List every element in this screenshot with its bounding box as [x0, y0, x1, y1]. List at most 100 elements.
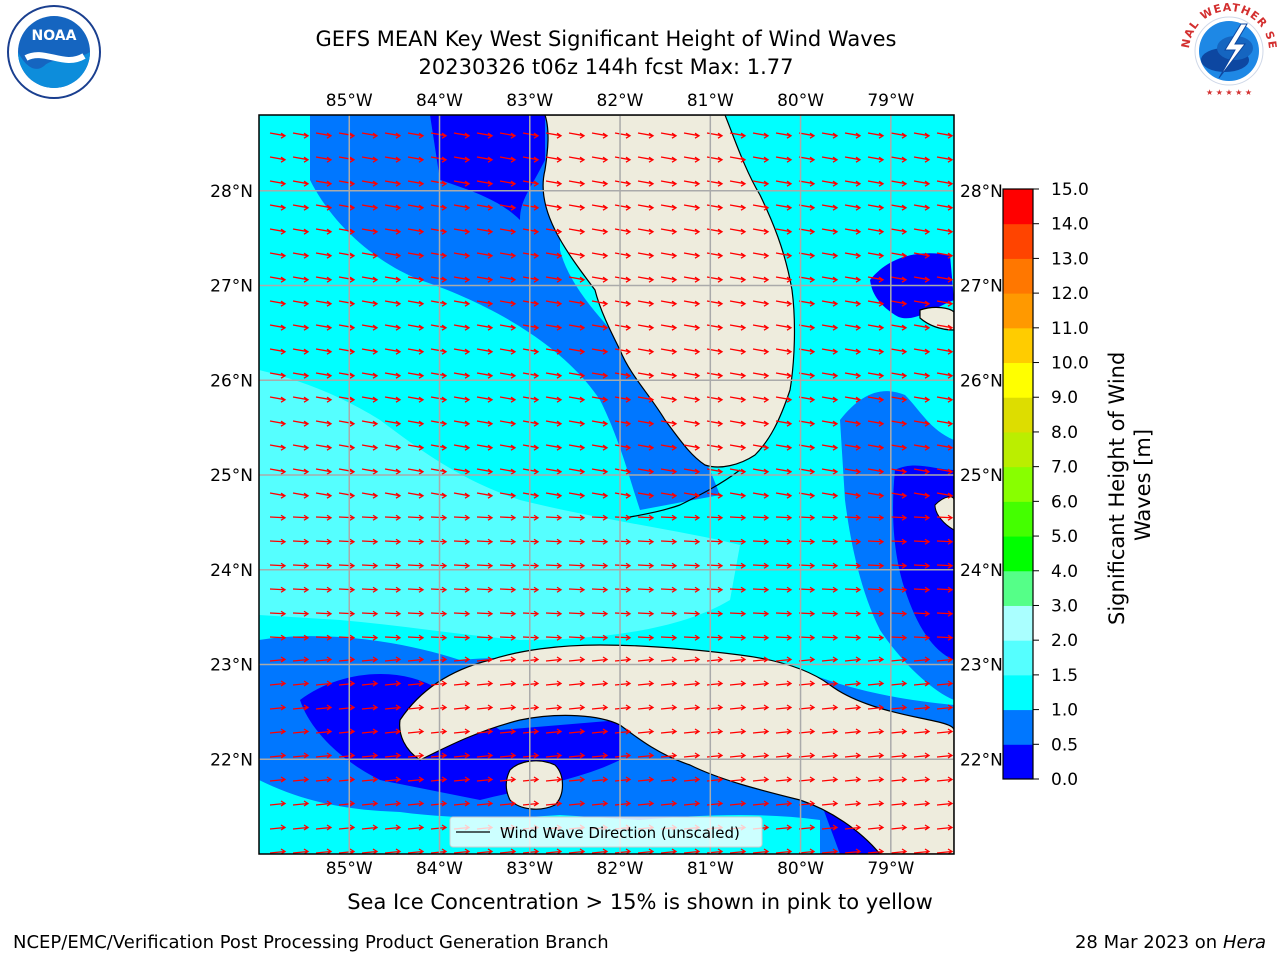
wave-direction-arrow	[844, 680, 862, 687]
wave-direction-arrow	[361, 728, 379, 735]
wave-direction-arrow	[729, 396, 747, 403]
wave-direction-arrow	[798, 514, 816, 521]
wave-direction-arrow	[821, 132, 839, 139]
wave-direction-arrow	[614, 752, 632, 759]
wave-direction-arrow	[913, 372, 931, 379]
wave-direction-arrow	[269, 372, 287, 379]
wave-direction-arrow	[568, 680, 586, 687]
footer-date: 28 Mar 2023 on Hera	[1074, 932, 1266, 953]
lat-tick-label: 26°N	[210, 371, 253, 391]
wave-direction-arrow	[430, 324, 448, 331]
wave-direction-arrow	[798, 800, 816, 807]
wave-direction-arrow	[453, 728, 471, 735]
wave-direction-arrow	[614, 132, 632, 139]
wave-direction-arrow	[407, 228, 425, 235]
colorbar-tick-label: 4.0	[1051, 562, 1078, 582]
wave-direction-arrow	[568, 132, 586, 139]
wave-direction-arrow	[453, 204, 471, 211]
colorbar-segment	[1003, 189, 1033, 225]
wave-direction-arrow	[913, 562, 931, 569]
colorbar: 0.0 0.5 1.0 1.5 2.0 3.0 4.0 5.0 6.0 7.0 8.0 9.0 10.0…	[1002, 180, 1089, 790]
wave-direction-arrow	[499, 324, 517, 331]
wave-direction-arrow	[338, 324, 356, 331]
wave-direction-arrow	[729, 372, 747, 379]
wave-direction-arrow	[430, 634, 448, 641]
wave-direction-arrow	[338, 680, 356, 687]
wave-direction-arrow	[752, 610, 770, 617]
wave-direction-arrow	[338, 276, 356, 283]
wave-direction-arrow	[844, 132, 862, 139]
wave-direction-arrow	[798, 752, 816, 759]
wave-direction-arrow	[361, 204, 379, 211]
wave-direction-arrow	[913, 752, 931, 759]
wave-direction-arrow	[637, 848, 655, 854]
wave-direction-arrow	[775, 228, 793, 235]
wave-direction-arrow	[338, 156, 356, 163]
wave-direction-arrow	[867, 656, 885, 663]
colorbar-tick-label: 2.0	[1051, 631, 1078, 651]
lon-tick-label: 85°W	[326, 91, 373, 111]
wave-direction-arrow	[545, 348, 563, 355]
wave-direction-arrow	[315, 324, 333, 331]
lat-tick-label: 28°N	[210, 182, 253, 202]
wave-direction-arrow	[338, 204, 356, 211]
wave-direction-arrow	[384, 562, 402, 569]
wave-direction-arrow	[683, 562, 701, 569]
wave-direction-arrow	[867, 538, 885, 545]
colorbar-tick-label: 1.0	[1051, 701, 1078, 721]
wave-direction-arrow	[476, 492, 494, 499]
wave-direction-arrow	[683, 680, 701, 687]
wave-direction-arrow	[660, 610, 678, 617]
wave-direction-arrow	[775, 776, 793, 783]
wave-direction-arrow	[729, 324, 747, 331]
wave-direction-arrow	[614, 276, 632, 283]
wave-direction-arrow	[361, 634, 379, 641]
wave-direction-arrow	[637, 656, 655, 663]
wave-direction-arrow	[384, 204, 402, 211]
wave-direction-arrow	[752, 444, 770, 451]
wave-direction-arrow	[545, 656, 563, 663]
wave-direction-arrow	[407, 444, 425, 451]
wave-direction-arrow	[821, 586, 839, 593]
wave-direction-arrow	[453, 180, 471, 187]
wave-direction-arrow	[499, 372, 517, 379]
wave-direction-arrow	[591, 492, 609, 499]
wave-direction-arrow	[545, 728, 563, 735]
wave-direction-arrow	[867, 562, 885, 569]
wave-direction-arrow	[614, 444, 632, 451]
wave-direction-arrow	[844, 728, 862, 735]
wave-direction-arrow	[936, 514, 954, 521]
wave-direction-arrow	[683, 396, 701, 403]
wave-direction-arrow	[637, 420, 655, 427]
wave-direction-arrow	[476, 468, 494, 475]
wave-direction-arrow	[660, 848, 678, 854]
wave-direction-arrow	[913, 514, 931, 521]
wave-direction-arrow	[361, 372, 379, 379]
wave-direction-arrow	[660, 562, 678, 569]
wave-direction-arrow	[821, 562, 839, 569]
wave-direction-arrow	[614, 680, 632, 687]
wave-direction-arrow	[821, 800, 839, 807]
wave-direction-arrow	[752, 538, 770, 545]
wave-direction-arrow	[568, 252, 586, 259]
wave-direction-arrow	[315, 514, 333, 521]
wave-direction-arrow	[453, 420, 471, 427]
wave-direction-arrow	[384, 514, 402, 521]
wave-direction-arrow	[706, 396, 724, 403]
wave-direction-arrow	[637, 728, 655, 735]
wave-direction-arrow	[729, 468, 747, 475]
wave-direction-arrow	[338, 538, 356, 545]
wave-direction-arrow	[890, 634, 908, 641]
wave-direction-arrow	[568, 776, 586, 783]
wave-direction-arrow	[361, 492, 379, 499]
wave-direction-arrow	[867, 204, 885, 211]
wave-direction-arrow	[430, 562, 448, 569]
wave-direction-arrow	[315, 420, 333, 427]
wave-direction-arrow	[890, 132, 908, 139]
wave-direction-arrow	[384, 610, 402, 617]
wave-direction-arrow	[683, 538, 701, 545]
wave-direction-arrow	[936, 372, 954, 379]
wave-direction-arrow	[315, 156, 333, 163]
land-andros	[934, 496, 954, 531]
wave-direction-arrow	[338, 634, 356, 641]
